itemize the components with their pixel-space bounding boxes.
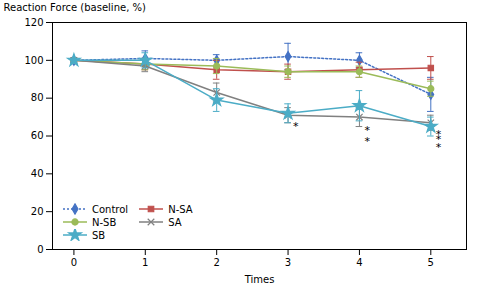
- svg-text:5: 5: [428, 257, 434, 268]
- html-text:SB: SB: [92, 229, 106, 241]
- svg-text:20: 20: [31, 206, 44, 217]
- svg-text:3: 3: [285, 257, 291, 268]
- svg-text:2: 2: [213, 257, 219, 268]
- html-text:Control: Control: [92, 203, 129, 215]
- svg-text:120: 120: [24, 17, 43, 28]
- svg-text:40: 40: [31, 168, 44, 179]
- svg-text:80: 80: [31, 92, 44, 103]
- svg-text:0: 0: [37, 244, 43, 255]
- svg-text:*: *: [293, 120, 299, 133]
- svg-text:1: 1: [142, 257, 148, 268]
- html-text:N-SB: N-SB: [92, 216, 117, 228]
- svg-text:60: 60: [31, 130, 44, 141]
- svg-text:Times: Times: [244, 274, 275, 285]
- svg-text:*: *: [436, 141, 442, 154]
- html-text:N-SA: N-SA: [168, 203, 193, 215]
- svg-text:0: 0: [71, 257, 77, 268]
- svg-text:100: 100: [24, 55, 43, 66]
- svg-text:*: *: [364, 135, 370, 148]
- svg-text:4: 4: [356, 257, 362, 268]
- html-text:SA: SA: [168, 216, 182, 228]
- svg-text:Reaction Force (baseline, %): Reaction Force (baseline, %): [4, 2, 146, 13]
